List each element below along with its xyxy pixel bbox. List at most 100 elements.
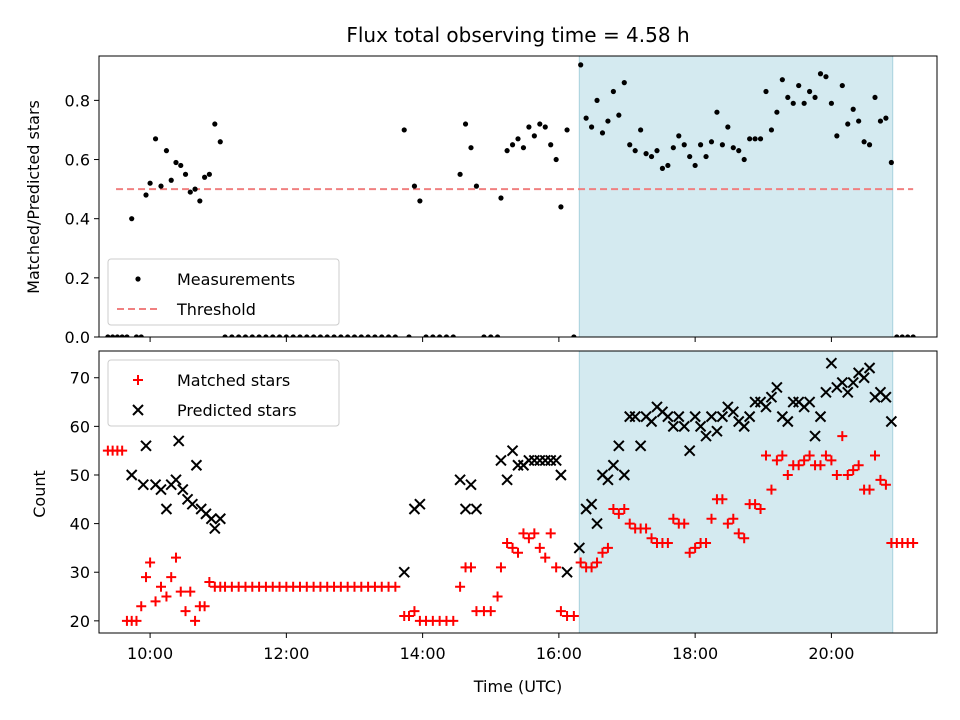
measurement-point [757, 136, 764, 142]
predicted-point [842, 386, 854, 399]
predicted-point [506, 444, 519, 457]
measurement-point [430, 334, 436, 337]
matched-point [733, 528, 744, 539]
measurement-point [276, 334, 283, 337]
matched-point [717, 494, 728, 505]
predicted-point [539, 454, 551, 467]
predicted-point [160, 503, 173, 515]
measurement-point [392, 334, 398, 337]
measurement-point [730, 145, 736, 151]
measurement-point [304, 334, 310, 337]
predicted-point [585, 498, 598, 510]
matched-point [602, 542, 613, 553]
measurement-point [801, 100, 807, 106]
predicted-point [501, 474, 513, 486]
top-y-tick-label: 0.4 [65, 210, 90, 229]
predicted-point [820, 386, 832, 399]
predicted-point [847, 376, 859, 389]
matched-point [750, 499, 761, 510]
measurement-point [763, 88, 769, 95]
matched-point [390, 581, 401, 592]
measurement-point [681, 142, 687, 148]
measurement-point [790, 100, 796, 106]
matched-point [492, 591, 503, 602]
matched-point [117, 445, 128, 456]
matched-point [619, 504, 630, 515]
predicted-point [561, 566, 573, 578]
matched-point [782, 469, 793, 480]
measurement-point [692, 162, 698, 169]
measurement-point [256, 334, 262, 337]
measurement-point [588, 124, 595, 130]
predicted-point [137, 478, 149, 491]
measurement-point [643, 151, 649, 157]
x-axis-label: Time (UTC) [473, 677, 562, 696]
bottom-y-tick-label: 40 [70, 515, 90, 534]
top-y-tick-label: 0.2 [65, 269, 90, 288]
measurement-point [520, 145, 527, 151]
measurement-point [217, 139, 223, 145]
measurement-point [143, 192, 149, 198]
matched-point [739, 533, 750, 544]
matched-point [575, 557, 586, 568]
matched-point [465, 562, 476, 573]
top-plot-area [105, 62, 916, 337]
measurement-point [768, 127, 775, 133]
predicted-point [765, 391, 778, 403]
predicted-point [140, 440, 152, 452]
measurement-point [129, 216, 135, 222]
matched-point [766, 484, 777, 495]
bottom-y-tick-label: 60 [70, 417, 90, 436]
predicted-point [495, 454, 507, 467]
bottom-legend-box [107, 359, 340, 427]
measurement-point [283, 334, 289, 337]
matched-point [523, 533, 534, 544]
bottom-y-tick-label: 20 [70, 612, 90, 631]
predicted-point [836, 376, 849, 389]
measurement-point [365, 334, 371, 337]
measurement-point [888, 159, 894, 166]
matched-point [555, 606, 566, 617]
matched-point [545, 528, 556, 539]
measurement-point [736, 148, 742, 154]
matched-point [507, 542, 518, 553]
measurement-point [670, 145, 676, 151]
measurement-point [905, 334, 911, 337]
measurement-point [242, 334, 249, 337]
measurement-point [883, 115, 889, 121]
matched-point [722, 518, 733, 529]
matched-point [684, 547, 695, 558]
measurement-point [468, 145, 474, 151]
top-frame [98, 55, 938, 338]
matched-point [848, 465, 859, 476]
measurement-point [719, 142, 725, 148]
measurement-point [845, 121, 851, 127]
measurement-point [616, 112, 622, 118]
measurement-point [515, 136, 521, 142]
matched-point [141, 572, 152, 583]
measurement-point [779, 77, 785, 83]
matched-point [646, 533, 657, 544]
predicted-point [214, 513, 226, 525]
measurement-point [317, 334, 324, 337]
measurement-point [212, 121, 218, 127]
matched-point [145, 557, 156, 568]
measurement-point [621, 80, 627, 86]
matched-point [529, 528, 540, 539]
bottom-plot-area [102, 357, 919, 626]
matched-point [568, 610, 579, 621]
predicted-point [613, 440, 625, 452]
measurement-point [494, 334, 501, 337]
measurement-point [411, 183, 418, 189]
measurement-point [324, 334, 330, 337]
measurement-point [187, 189, 193, 195]
matched-point [826, 455, 837, 466]
matched-point [185, 586, 196, 597]
predicted-point [743, 410, 756, 423]
matched-point [690, 542, 701, 553]
matched-point [624, 518, 635, 529]
matched-point [853, 460, 864, 471]
measurement-point [311, 334, 317, 337]
matched-point [166, 572, 177, 583]
